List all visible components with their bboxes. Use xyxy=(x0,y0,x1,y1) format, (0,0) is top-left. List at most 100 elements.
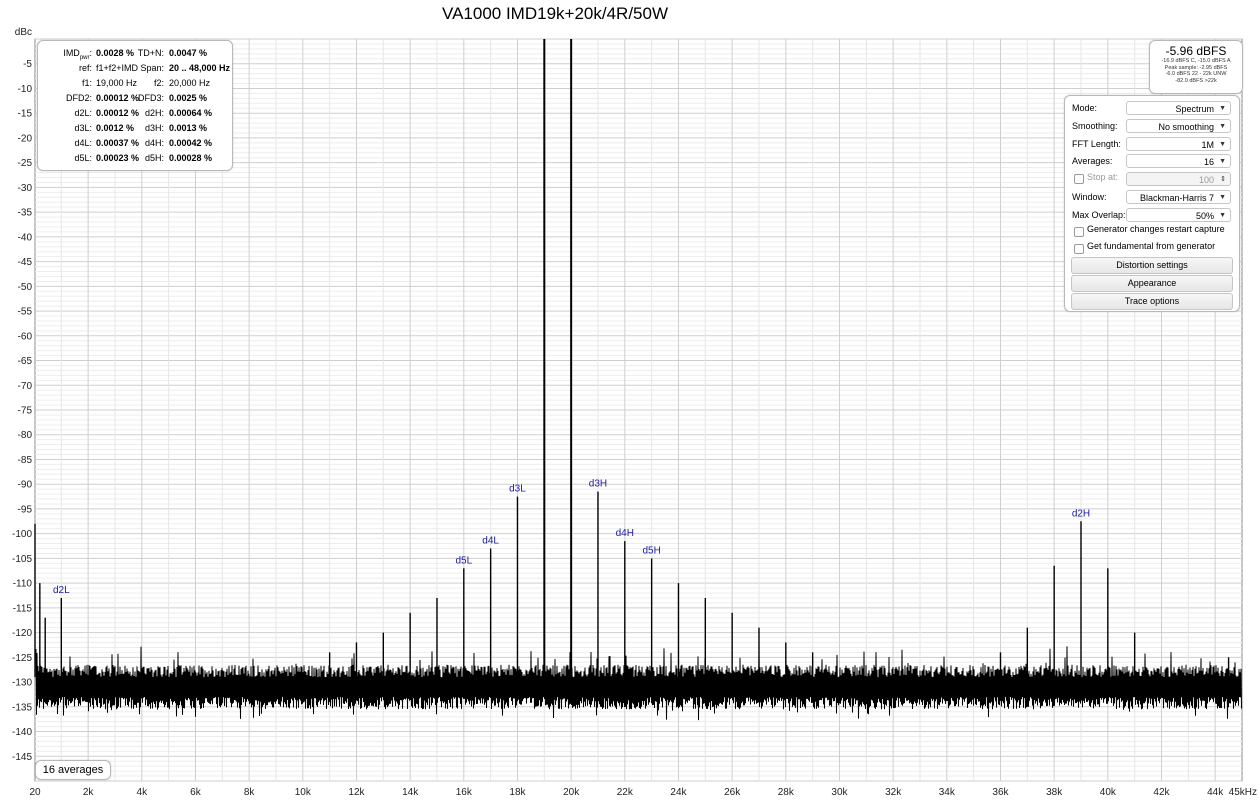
y-tick-label: -60 xyxy=(18,331,33,342)
y-tick-label: -45 xyxy=(18,257,33,268)
y-tick-label: -130 xyxy=(12,678,32,689)
window-select[interactable]: Blackman-Harris 7 ▼ xyxy=(1126,190,1231,204)
x-tick-label: 22k xyxy=(617,787,634,798)
stat-label: ref: xyxy=(78,63,92,73)
stat-label: d3L: xyxy=(74,123,92,133)
stat-label: d3H: xyxy=(144,123,164,133)
peak-annotation-d3h: d3H xyxy=(589,479,607,490)
stop-at-stepper[interactable]: 100 ⇕ xyxy=(1126,172,1231,186)
chevron-down-icon: ▼ xyxy=(1219,194,1226,201)
y-tick-label: -115 xyxy=(13,603,33,614)
stat-value: 0.00012 % xyxy=(96,108,140,118)
stop-at-checkbox[interactable] xyxy=(1074,174,1084,184)
peak-level-line: -16.9 dBFS C, -15.0 dBFS A xyxy=(1161,58,1231,64)
stop-at-label: Stop at: xyxy=(1087,172,1119,182)
x-tick-label: 40k xyxy=(1100,787,1117,798)
y-tick-label: -140 xyxy=(12,727,32,738)
y-tick-label: -30 xyxy=(18,183,33,194)
peak-annotation-d2h: d2H xyxy=(1072,508,1090,519)
x-tick-label: 4k xyxy=(137,787,149,798)
y-tick-label: -25 xyxy=(18,158,33,169)
peak-annotation-d5h: d5H xyxy=(642,545,660,556)
x-tick-label: 42k xyxy=(1153,787,1170,798)
restart-capture-checkbox[interactable] xyxy=(1074,227,1084,237)
stat-value: 0.00037 % xyxy=(96,138,140,148)
averages-select[interactable]: 16 ▼ xyxy=(1126,154,1231,168)
stat-label: d5H: xyxy=(144,153,164,163)
spectrum-trace xyxy=(34,39,1242,721)
annotation-labels: d2L d5L d4L d3L d3H d4H d5H d2H xyxy=(53,479,1090,596)
x-tick-label: 18k xyxy=(509,787,526,798)
max-overlap-select[interactable]: 50% ▼ xyxy=(1126,208,1231,222)
peak-annotation-d2l: d2L xyxy=(53,585,70,596)
stat-label: d2L: xyxy=(74,108,92,118)
x-tick-label: 45kHz xyxy=(1229,787,1257,798)
stat-value: 0.0012 % xyxy=(96,123,135,133)
stat-label: d2H: xyxy=(144,108,164,118)
stat-value: 0.0028 % xyxy=(96,48,135,58)
stepper-arrows-icon: ⇕ xyxy=(1220,176,1226,183)
stat-label: DFD3: xyxy=(137,93,164,103)
peak-annotation-d3l: d3L xyxy=(509,484,526,495)
appearance-button[interactable]: Appearance xyxy=(1071,275,1233,292)
peak-annotation-d5l: d5L xyxy=(455,555,472,566)
smoothing-label: Smoothing: xyxy=(1072,121,1118,131)
chart-title: VA1000 IMD19k+20k/4R/50W xyxy=(442,4,668,23)
stat-label: Span: xyxy=(140,63,164,73)
y-tick-label: -135 xyxy=(12,702,32,713)
chevron-down-icon: ▼ xyxy=(1219,158,1226,165)
fft-length-select[interactable]: 1M ▼ xyxy=(1126,137,1231,151)
stat-value: 0.00042 % xyxy=(169,138,213,148)
chevron-down-icon: ▼ xyxy=(1219,123,1226,130)
x-tick-label: 38k xyxy=(1046,787,1063,798)
smoothing-value: No smoothing xyxy=(1158,122,1214,132)
fundamental-from-generator-checkbox[interactable] xyxy=(1074,244,1084,254)
distortion-settings-button[interactable]: Distortion settings xyxy=(1071,257,1233,274)
stat-value: 0.00012 % xyxy=(96,93,140,103)
x-tick-label: 14k xyxy=(402,787,419,798)
stat-label: d4H: xyxy=(144,138,164,148)
peak-level-meter: -5.96 dBFS -16.9 dBFS C, -15.0 dBFS A Pe… xyxy=(1149,40,1243,94)
max-overlap-label: Max Overlap: xyxy=(1072,210,1126,220)
x-tick-label: 16k xyxy=(456,787,473,798)
x-tick-label: 20 xyxy=(29,787,41,798)
x-tick-label: 34k xyxy=(939,787,956,798)
y-tick-label: -90 xyxy=(18,480,33,491)
x-tick-label: 30k xyxy=(831,787,848,798)
fft-length-label: FFT Length: xyxy=(1072,139,1121,149)
chevron-down-icon: ▼ xyxy=(1219,105,1226,112)
y-tick-label: -85 xyxy=(18,455,33,466)
peak-annotation-d4h: d4H xyxy=(616,528,634,539)
x-tick-label: 44k xyxy=(1207,787,1224,798)
x-tick-label: 20k xyxy=(563,787,580,798)
trace-options-button[interactable]: Trace options xyxy=(1071,293,1233,310)
stat-value: 0.0047 % xyxy=(169,48,208,58)
y-tick-label: -95 xyxy=(18,504,33,515)
stats-panel: IMDpwr: 0.0028 % TD+N: 0.0047 % ref: f1+f2+IM… xyxy=(37,40,233,171)
mode-select[interactable]: Spectrum ▼ xyxy=(1126,101,1231,115)
stat-value: 0.00064 % xyxy=(169,108,213,118)
noise-floor xyxy=(35,646,1242,721)
y-tick-label: -10 xyxy=(18,84,33,95)
stat-value: 0.0025 % xyxy=(169,93,208,103)
stat-label: d4L: xyxy=(74,138,92,148)
peak-annotation-d4l: d4L xyxy=(482,536,499,547)
stat-value: 0.00023 % xyxy=(96,153,140,163)
x-tick-label: 2k xyxy=(83,787,95,798)
y-tick-label: -65 xyxy=(18,356,33,367)
stat-label: DFD2: xyxy=(65,93,92,103)
x-tick-label: 10k xyxy=(295,787,312,798)
stat-value: 19,000 Hz xyxy=(96,78,138,88)
y-tick-label: -35 xyxy=(18,208,33,219)
settings-panel: Mode: Spectrum ▼ Smoothing: No smoothing ▼… xyxy=(1064,95,1240,312)
y-tick-label: -50 xyxy=(18,282,33,293)
restart-capture-label: Generator changes restart capture xyxy=(1087,224,1225,234)
stat-label: TD+N: xyxy=(137,48,164,58)
smoothing-select[interactable]: No smoothing ▼ xyxy=(1126,119,1231,133)
fft-length-value: 1M xyxy=(1201,140,1214,150)
y-tick-label: -15 xyxy=(18,109,33,120)
y-tick-label: -5 xyxy=(23,59,32,70)
y-tick-label: -145 xyxy=(12,752,32,763)
stat-label: d5L: xyxy=(74,153,92,163)
